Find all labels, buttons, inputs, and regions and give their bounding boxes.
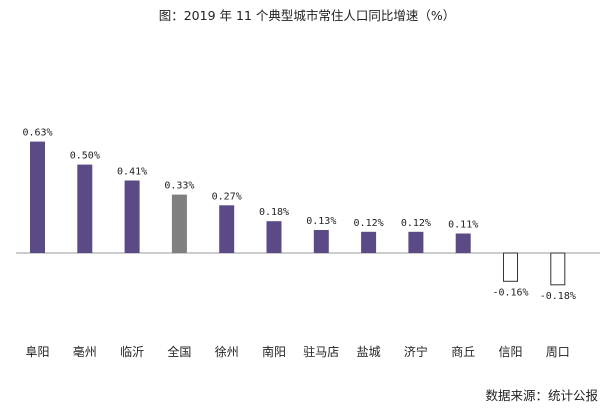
- data-label-8: 0.12%: [354, 218, 384, 229]
- category-label-2: 亳州: [73, 344, 97, 359]
- category-label-7: 驻马店: [303, 344, 339, 359]
- category-label-10: 商丘: [451, 344, 475, 359]
- bar-4: [172, 195, 187, 253]
- category-label-8: 盐城: [357, 345, 381, 359]
- chart: 图：2019 年 11 个典型城市常住人口同比增速（%） 0.63%0.50%0…: [0, 0, 615, 411]
- chart-title: 图：2019 年 11 个典型城市常住人口同比增速（%）: [159, 8, 456, 23]
- bar-7: [314, 230, 329, 253]
- data-label-6: 0.18%: [259, 207, 289, 218]
- data-label-5: 0.27%: [212, 191, 242, 202]
- category-label-12: 周口: [546, 345, 570, 359]
- data-label-7: 0.13%: [306, 216, 336, 227]
- bar-2: [77, 165, 92, 253]
- data-label-1: 0.63%: [22, 128, 52, 139]
- data-labels-group: 0.63% 0.50% 0.41% 0.33% 0.27% 0.18% 0.13% 0.12%…: [22, 128, 575, 302]
- data-label-9: 0.12%: [401, 218, 431, 229]
- category-label-3: 临沂: [120, 345, 144, 359]
- data-label-2: 0.50%: [70, 151, 100, 162]
- source-note: 数据来源：统计公报: [485, 388, 598, 403]
- bar-11: [504, 253, 518, 281]
- bar-1: [30, 142, 45, 253]
- bar-8: [361, 232, 376, 253]
- bar-10: [456, 234, 471, 254]
- data-label-11: -0.16%: [492, 287, 528, 298]
- bar-12: [551, 253, 565, 285]
- category-label-1: 阜阳: [25, 345, 49, 359]
- bar-9: [408, 232, 423, 253]
- bar-5: [219, 205, 234, 253]
- bar-6: [267, 221, 282, 253]
- data-label-10: 0.11%: [448, 220, 478, 231]
- category-label-6: 南阳: [262, 344, 286, 359]
- data-label-4: 0.33%: [164, 181, 194, 192]
- data-label-3: 0.41%: [117, 167, 147, 178]
- bar-3: [125, 181, 140, 254]
- data-label-12: -0.18%: [540, 291, 576, 302]
- category-label-11: 信阳: [498, 345, 522, 359]
- category-label-9: 济宁: [404, 344, 428, 359]
- bars-group: [30, 142, 565, 285]
- category-label-5: 徐州: [215, 344, 239, 359]
- category-label-4: 全国: [167, 344, 191, 359]
- category-labels-group: 阜阳 亳州 临沂 全国 徐州 南阳 驻马店 盐城 济宁 商丘 信阳 周口: [25, 344, 569, 359]
